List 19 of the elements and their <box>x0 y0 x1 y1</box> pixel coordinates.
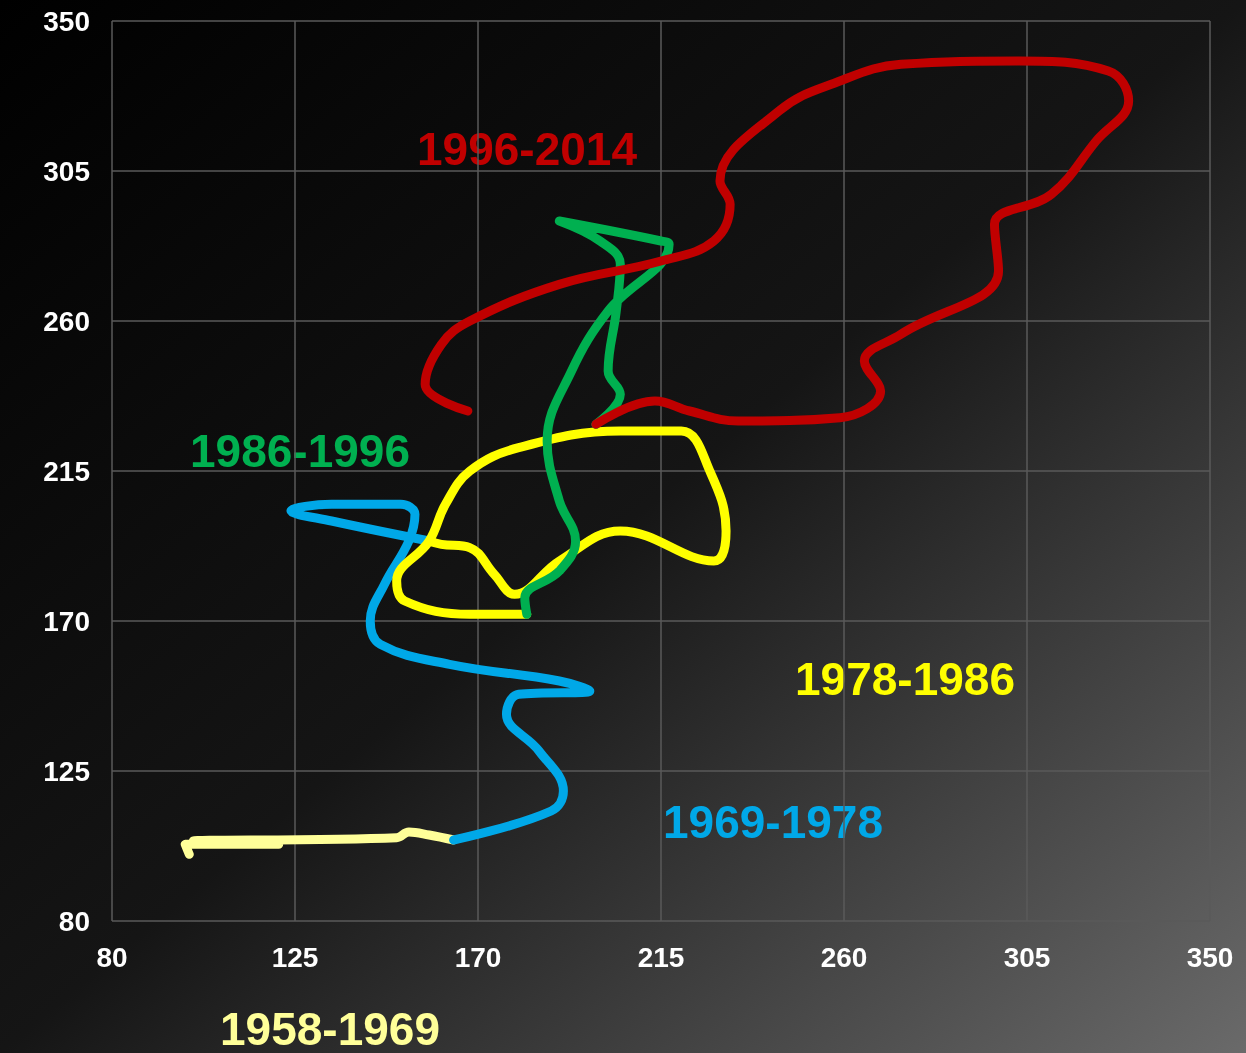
text: 1969-1978 <box>663 796 883 848</box>
y-tick-label: 215 <box>43 455 90 487</box>
y-tick-label: 80 <box>58 905 90 937</box>
x-tick-label: 170 <box>454 941 502 973</box>
text: 1978-1986 <box>795 653 1015 705</box>
x-tick-label: 215 <box>637 941 685 973</box>
text: 1958-1969 <box>220 1003 440 1053</box>
x-tick-label: 350 <box>1186 941 1234 973</box>
y-tick-label: 260 <box>43 305 90 337</box>
y-tick-label: 305 <box>43 155 90 187</box>
x-tick-label: 260 <box>820 941 868 973</box>
y-tick-label: 125 <box>43 755 90 787</box>
text: 1986-1996 <box>190 425 410 477</box>
series-label: 1996-2014 <box>417 123 638 175</box>
y-tick-label: 350 <box>43 5 90 37</box>
x-tick-label: 80 <box>96 941 128 973</box>
y-tick-label: 170 <box>43 605 90 637</box>
x-tick-label: 305 <box>1003 941 1051 973</box>
x-tick-label: 125 <box>271 941 319 973</box>
